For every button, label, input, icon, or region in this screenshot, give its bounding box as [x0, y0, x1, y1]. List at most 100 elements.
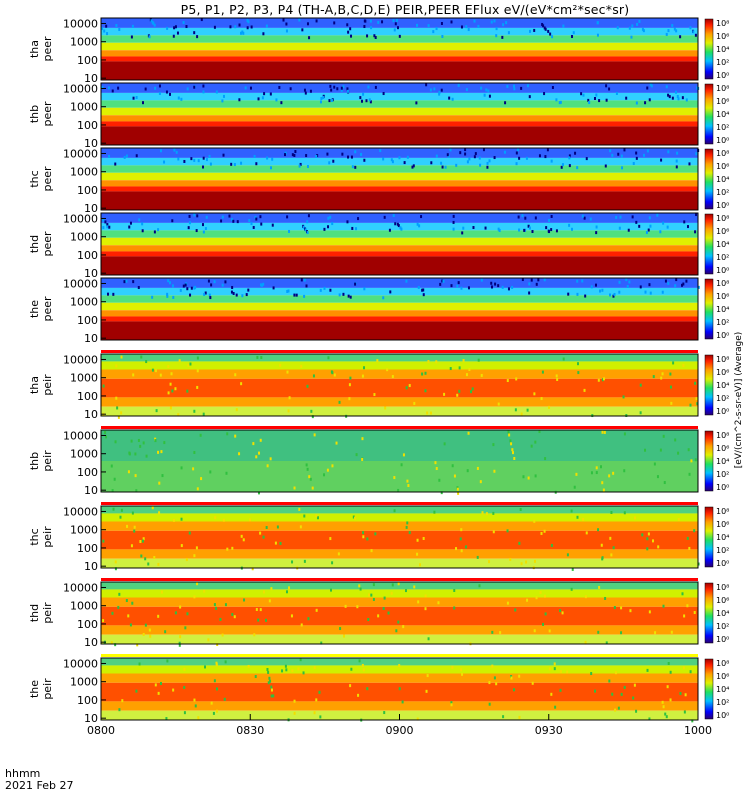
y-tick-label: 10000 [63, 212, 98, 225]
flux-speckle [174, 25, 177, 29]
colorbar-tick-label: 10⁴ [716, 457, 729, 466]
flux-speckle [193, 554, 196, 558]
flux-speckle [404, 589, 407, 593]
flux-speckle [234, 373, 237, 377]
y-tick-label: 10000 [63, 17, 98, 30]
flux-speckle [507, 430, 510, 434]
flux-speckle [356, 605, 359, 609]
flux-speckle [328, 99, 331, 103]
flux-speckle [548, 405, 551, 409]
flux-speckle [316, 516, 319, 520]
flux-speckle [593, 97, 596, 101]
flux-speckle [440, 161, 443, 165]
flux-speckle [313, 711, 316, 715]
colorbar [704, 582, 714, 644]
flux-speckle [478, 156, 481, 160]
flux-speckle [521, 214, 524, 218]
flux-speckle [453, 588, 456, 592]
flux-speckle [517, 215, 520, 219]
flux-speckle [623, 469, 626, 473]
flux-speckle [405, 525, 408, 529]
flux-speckle [193, 409, 196, 413]
colorbar-tick-label: 10⁴ [716, 609, 729, 618]
flux-band [101, 606, 698, 626]
flux-speckle [182, 21, 185, 25]
flux-speckle [117, 415, 120, 419]
flux-speckle [602, 488, 605, 492]
flux-speckle [625, 278, 628, 282]
panel-species-label: peir [41, 374, 54, 396]
flux-speckle [265, 24, 268, 28]
flux-speckle [650, 84, 653, 88]
flux-speckle [540, 397, 543, 401]
flux-speckle [667, 29, 670, 33]
spectrogram-panel-thd-peer: 10 100 1000 10000 thd peer 10⁸ 10⁶ 10⁴ 10² 10⁰ [28, 212, 729, 280]
flux-speckle [138, 662, 141, 666]
flux-speckle [415, 101, 418, 105]
flux-speckle [117, 605, 120, 609]
flux-speckle [634, 516, 637, 520]
flux-speckle [649, 83, 652, 87]
panel-frame [100, 429, 699, 493]
flux-speckle [515, 377, 518, 381]
flux-speckle [305, 463, 308, 467]
flux-speckle [541, 370, 544, 374]
y-tick-label: 10 [84, 408, 98, 421]
colorbar-tick-label: 10⁴ [716, 533, 729, 542]
y-tick-label: 1000 [70, 600, 98, 613]
flux-speckle [424, 371, 427, 375]
flux-speckle [288, 396, 291, 400]
panel-species-label: peer [41, 36, 54, 62]
flux-speckle [202, 90, 205, 94]
flux-speckle [574, 151, 577, 155]
flux-speckle [196, 487, 199, 491]
flux-speckle [102, 218, 105, 222]
flux-speckle [233, 615, 236, 619]
flux-speckle [127, 470, 130, 474]
flux-speckle [412, 164, 415, 168]
flux-speckle [103, 29, 106, 33]
flux-speckle [372, 597, 375, 601]
flux-speckle [255, 607, 258, 611]
panel-species-label: peir [41, 450, 54, 472]
flux-speckle [326, 468, 329, 472]
flux-speckle [677, 97, 680, 101]
flux-speckle [347, 30, 350, 34]
panel-species-label: peir [41, 602, 54, 624]
flux-speckle [550, 214, 553, 218]
flux-band [101, 61, 698, 80]
flux-speckle [177, 413, 180, 417]
flux-speckle [450, 701, 453, 705]
flux-speckle [333, 373, 336, 377]
flux-speckle [327, 356, 330, 360]
flux-speckle [260, 356, 263, 360]
flux-speckle [275, 98, 278, 102]
flux-speckle [464, 148, 467, 152]
y-tick-label: 10 [84, 712, 98, 725]
flux-speckle [157, 228, 160, 232]
flux-speckle [648, 717, 651, 721]
flux-speckle [329, 215, 332, 219]
colorbar-tick-label: 10⁴ [716, 110, 729, 119]
flux-speckle [491, 285, 494, 289]
flux-speckle [480, 86, 483, 90]
flux-speckle [102, 539, 105, 543]
flux-speckle [183, 667, 186, 671]
flux-speckle [625, 96, 628, 100]
flux-speckle [241, 294, 244, 298]
flux-speckle [480, 278, 483, 282]
flux-speckle [118, 592, 121, 596]
flux-speckle [513, 84, 516, 88]
page-title: P5, P1, P2, P3, P4 (TH-A,B,C,D,E) PEIR,P… [180, 2, 630, 17]
flux-speckle [522, 475, 525, 479]
flux-speckle [288, 229, 291, 233]
flux-speckle [453, 474, 456, 478]
panel-species-label: peer [41, 101, 54, 127]
flux-speckle [163, 441, 166, 445]
flux-speckle [238, 98, 241, 102]
flux-speckle [398, 664, 401, 668]
flux-speckle [151, 295, 154, 299]
y-tick-label: 100 [77, 694, 98, 707]
flux-speckle [632, 161, 635, 165]
flux-speckle [111, 89, 114, 93]
